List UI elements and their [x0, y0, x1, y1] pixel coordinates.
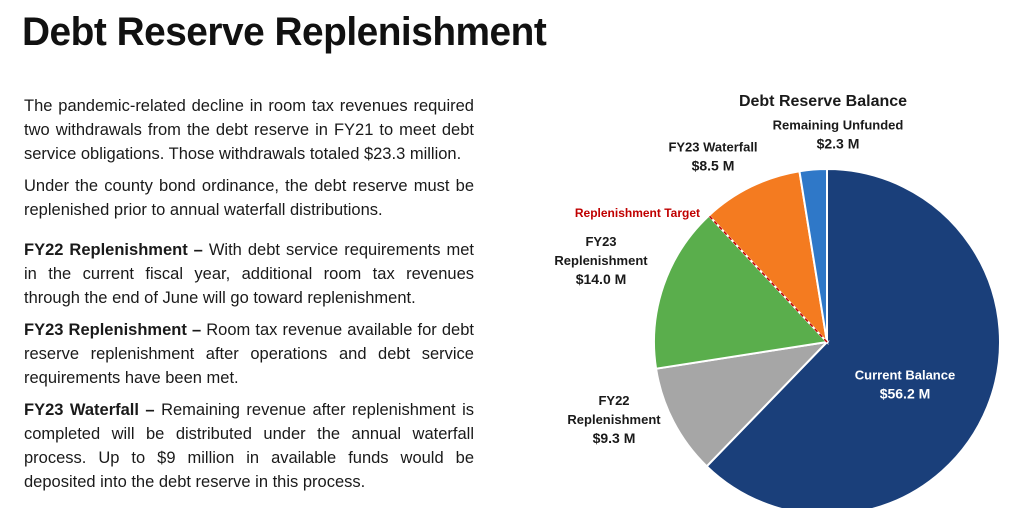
slice-value-current-balance: $56.2 M: [880, 386, 931, 402]
slice-value-fy22-replenishment: $9.3 M: [593, 430, 636, 446]
fy23-body: Room tax revenue available for debt rese…: [24, 321, 474, 387]
pie-slice-fy23-replenishment: [653, 214, 830, 370]
chart-title: Debt Reserve Balance: [739, 93, 907, 110]
fy22-heading: FY22 Replenishment –: [24, 241, 203, 259]
intro-paragraph: The pandemic-related decline in room tax…: [24, 97, 474, 163]
slice-value-remaining-unfunded: $2.3 M: [817, 136, 860, 152]
pie-slice-current-balance: [705, 167, 1001, 508]
slice-value-fy23-replenishment: $14.0 M: [576, 271, 627, 287]
slice-label-fy23-waterfall: FY23 Waterfall: [668, 140, 757, 155]
waterfall-paragraph: FY23 Waterfall – Remaining revenue after…: [24, 398, 474, 494]
waterfall-body: Remaining revenue after replenishment is…: [24, 401, 474, 491]
slice-label-fy23-replenishment: FY23: [585, 234, 616, 249]
slice-label-remaining-unfunded: Remaining Unfunded: [773, 118, 904, 133]
replenishment-target-label: Replenishment Target: [575, 206, 700, 220]
fy23-heading: FY23 Replenishment –: [24, 321, 202, 339]
slice-value-fy23-waterfall: $8.5 M: [692, 158, 735, 174]
pie-slice-fy22-replenishment: [654, 340, 830, 468]
description-text: The pandemic-related decline in room tax…: [24, 94, 474, 502]
fy23-paragraph: FY23 Replenishment – Room tax revenue av…: [24, 318, 474, 390]
slice-label-fy23-replenishment: Replenishment: [554, 253, 648, 268]
ordinance-paragraph: Under the county bond ordinance, the deb…: [24, 177, 474, 219]
slice-label-current-balance: Current Balance: [855, 368, 955, 383]
fy22-body: With debt service requirements met in th…: [24, 241, 474, 307]
slice-label-fy22-replenishment: Replenishment: [567, 412, 661, 427]
waterfall-heading: FY23 Waterfall –: [24, 401, 155, 419]
replenishment-target-line: [708, 215, 828, 343]
fy22-paragraph: FY22 Replenishment – With debt service r…: [24, 238, 474, 310]
page-title: Debt Reserve Replenishment: [22, 10, 547, 54]
pie-slice-remaining-unfunded: [798, 167, 828, 343]
slice-label-fy22-replenishment: FY22: [598, 393, 629, 408]
pie-slice-fy23-waterfall: [707, 170, 829, 346]
